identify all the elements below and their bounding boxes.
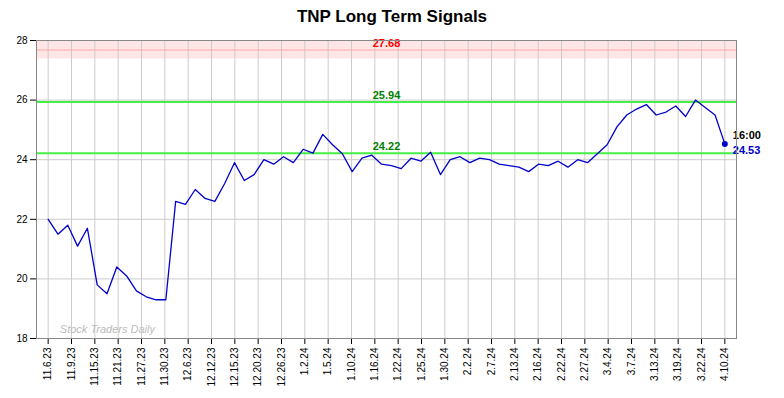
- svg-text:25.94: 25.94: [373, 89, 401, 101]
- svg-text:12.26.23: 12.26.23: [276, 347, 287, 386]
- svg-text:2.2.24: 2.2.24: [462, 347, 473, 375]
- svg-text:2.27.24: 2.27.24: [579, 347, 590, 381]
- svg-text:20: 20: [16, 273, 28, 284]
- svg-text:12.6.23: 12.6.23: [182, 347, 193, 381]
- svg-text:11.21.23: 11.21.23: [112, 347, 123, 386]
- svg-text:1.25.24: 1.25.24: [416, 347, 427, 381]
- svg-text:3.19.24: 3.19.24: [672, 347, 683, 381]
- svg-text:27.68: 27.68: [373, 37, 401, 49]
- svg-text:3.13.24: 3.13.24: [649, 347, 660, 381]
- svg-text:1.16.24: 1.16.24: [369, 347, 380, 381]
- svg-text:2.7.24: 2.7.24: [486, 347, 497, 375]
- svg-text:16:00: 16:00: [733, 129, 761, 141]
- svg-text:24.22: 24.22: [373, 140, 401, 152]
- svg-text:11.27.23: 11.27.23: [136, 347, 147, 386]
- svg-text:1.30.24: 1.30.24: [439, 347, 450, 381]
- svg-text:12.15.23: 12.15.23: [229, 347, 240, 386]
- svg-text:11.15.23: 11.15.23: [89, 347, 100, 386]
- svg-text:1.2.24: 1.2.24: [299, 347, 310, 375]
- svg-text:2.13.24: 2.13.24: [509, 347, 520, 381]
- svg-text:3.22.24: 3.22.24: [696, 347, 707, 381]
- svg-text:11.9.23: 11.9.23: [66, 347, 77, 380]
- svg-text:4.10.24: 4.10.24: [719, 347, 730, 381]
- svg-text:1.10.24: 1.10.24: [346, 347, 357, 381]
- svg-text:2.22.24: 2.22.24: [556, 347, 567, 381]
- svg-text:26: 26: [16, 94, 28, 105]
- svg-text:Stock Traders Daily: Stock Traders Daily: [60, 323, 157, 335]
- svg-text:11.30.23: 11.30.23: [159, 347, 170, 386]
- svg-text:1.5.24: 1.5.24: [322, 347, 333, 375]
- svg-text:24.53: 24.53: [732, 144, 761, 157]
- svg-text:11.6.23: 11.6.23: [42, 347, 53, 380]
- svg-text:2.16.24: 2.16.24: [532, 347, 543, 381]
- svg-text:1.22.24: 1.22.24: [392, 347, 403, 381]
- svg-text:3.4.24: 3.4.24: [602, 347, 613, 375]
- svg-text:22: 22: [16, 214, 28, 225]
- svg-text:28: 28: [16, 35, 28, 46]
- html-text:TNP Long Term Signals: TNP Long Term Signals: [296, 7, 488, 26]
- svg-text:12.12.23: 12.12.23: [206, 347, 217, 386]
- svg-text:3.7.24: 3.7.24: [626, 347, 637, 375]
- svg-text:12.20.23: 12.20.23: [252, 347, 263, 386]
- svg-text:24: 24: [16, 154, 28, 165]
- svg-text:18: 18: [16, 333, 28, 344]
